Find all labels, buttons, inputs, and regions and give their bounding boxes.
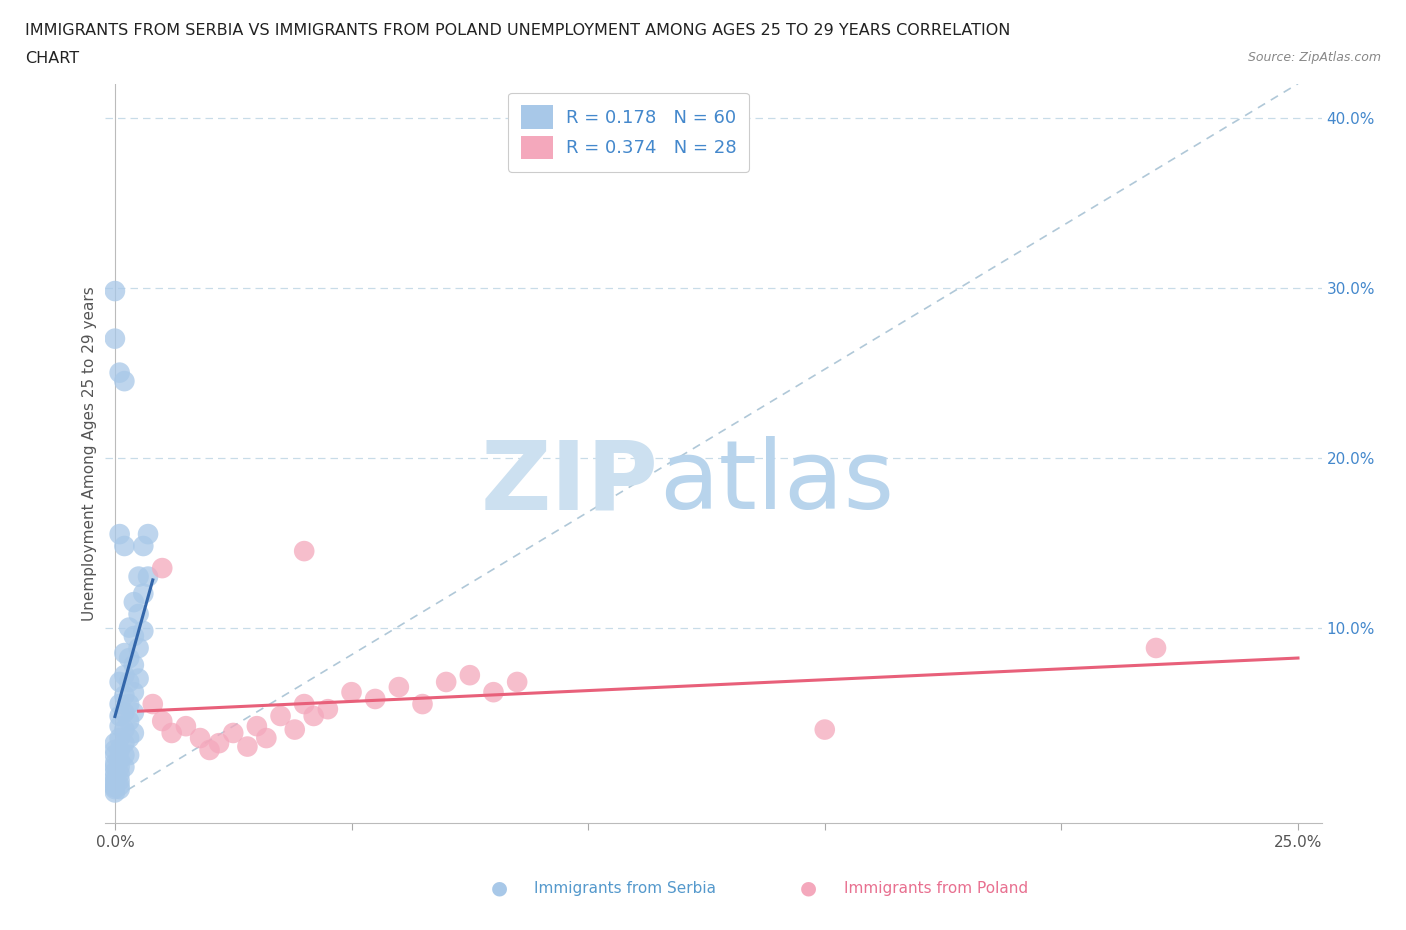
Point bbox=[246, 719, 269, 734]
Text: ●: ● bbox=[800, 879, 817, 897]
Point bbox=[104, 756, 127, 771]
Point bbox=[118, 748, 141, 763]
Text: atlas: atlas bbox=[659, 436, 894, 529]
Point bbox=[122, 629, 145, 644]
Text: Immigrants from Poland: Immigrants from Poland bbox=[844, 881, 1028, 896]
Point bbox=[434, 674, 457, 689]
Point bbox=[112, 748, 135, 763]
Point bbox=[118, 713, 141, 728]
Point bbox=[108, 773, 131, 788]
Legend: R = 0.178   N = 60, R = 0.374   N = 28: R = 0.178 N = 60, R = 0.374 N = 28 bbox=[508, 93, 749, 172]
Point bbox=[388, 680, 411, 695]
Point bbox=[128, 606, 150, 621]
Point bbox=[104, 742, 127, 757]
Text: Source: ZipAtlas.com: Source: ZipAtlas.com bbox=[1247, 51, 1381, 64]
Point bbox=[112, 736, 135, 751]
Point bbox=[104, 760, 127, 775]
Point bbox=[814, 722, 837, 737]
Point bbox=[122, 684, 145, 699]
Point bbox=[108, 719, 131, 734]
Point bbox=[174, 719, 197, 734]
Point bbox=[112, 538, 135, 553]
Point bbox=[122, 725, 145, 740]
Point bbox=[104, 770, 127, 785]
Point bbox=[108, 731, 131, 746]
Point bbox=[236, 739, 259, 754]
Point bbox=[160, 725, 183, 740]
Text: ●: ● bbox=[491, 879, 508, 897]
Point bbox=[150, 561, 173, 576]
Point bbox=[112, 705, 135, 720]
Text: CHART: CHART bbox=[25, 51, 79, 66]
Point bbox=[108, 365, 131, 380]
Point bbox=[112, 688, 135, 703]
Point bbox=[364, 692, 387, 707]
Text: IMMIGRANTS FROM SERBIA VS IMMIGRANTS FROM POLAND UNEMPLOYMENT AMONG AGES 25 TO 2: IMMIGRANTS FROM SERBIA VS IMMIGRANTS FRO… bbox=[25, 23, 1011, 38]
Text: Immigrants from Serbia: Immigrants from Serbia bbox=[534, 881, 716, 896]
Point bbox=[104, 748, 127, 763]
Point bbox=[270, 709, 292, 724]
Point bbox=[118, 731, 141, 746]
Point bbox=[108, 760, 131, 775]
Point bbox=[292, 697, 315, 711]
Y-axis label: Unemployment Among Ages 25 to 29 years: Unemployment Among Ages 25 to 29 years bbox=[82, 286, 97, 620]
Point bbox=[142, 697, 165, 711]
Point bbox=[118, 620, 141, 635]
Point bbox=[136, 569, 159, 584]
Point bbox=[104, 331, 127, 346]
Point bbox=[104, 785, 127, 800]
Point bbox=[340, 684, 363, 699]
Point bbox=[104, 284, 127, 299]
Point bbox=[506, 674, 529, 689]
Point bbox=[104, 781, 127, 796]
Point bbox=[132, 586, 155, 601]
Point bbox=[254, 731, 277, 746]
Point bbox=[104, 780, 127, 795]
Point bbox=[108, 781, 131, 796]
Point bbox=[132, 538, 155, 553]
Point bbox=[188, 731, 211, 746]
Point bbox=[208, 736, 231, 751]
Point bbox=[128, 569, 150, 584]
Point bbox=[316, 702, 339, 717]
Point bbox=[104, 777, 127, 791]
Point bbox=[108, 697, 131, 711]
Point bbox=[128, 671, 150, 686]
Point bbox=[108, 742, 131, 757]
Text: ZIP: ZIP bbox=[481, 436, 659, 529]
Point bbox=[128, 641, 150, 656]
Point bbox=[108, 526, 131, 541]
Point bbox=[108, 778, 131, 793]
Point bbox=[1144, 641, 1167, 656]
Point bbox=[458, 668, 481, 683]
Point bbox=[112, 760, 135, 775]
Point bbox=[108, 674, 131, 689]
Point bbox=[132, 623, 155, 638]
Point bbox=[112, 374, 135, 389]
Point bbox=[112, 668, 135, 683]
Point bbox=[122, 658, 145, 672]
Point bbox=[118, 674, 141, 689]
Point bbox=[284, 722, 307, 737]
Point bbox=[412, 697, 434, 711]
Point bbox=[104, 764, 127, 779]
Point bbox=[136, 526, 159, 541]
Point bbox=[104, 736, 127, 751]
Point bbox=[122, 594, 145, 609]
Point bbox=[118, 651, 141, 666]
Point bbox=[122, 705, 145, 720]
Point bbox=[302, 709, 325, 724]
Point bbox=[108, 709, 131, 724]
Point bbox=[112, 722, 135, 737]
Point bbox=[108, 752, 131, 767]
Point bbox=[112, 645, 135, 660]
Point bbox=[108, 766, 131, 781]
Point bbox=[150, 713, 173, 728]
Point bbox=[198, 742, 221, 757]
Point bbox=[118, 697, 141, 711]
Point bbox=[292, 544, 315, 559]
Point bbox=[104, 773, 127, 788]
Point bbox=[482, 684, 505, 699]
Point bbox=[222, 725, 245, 740]
